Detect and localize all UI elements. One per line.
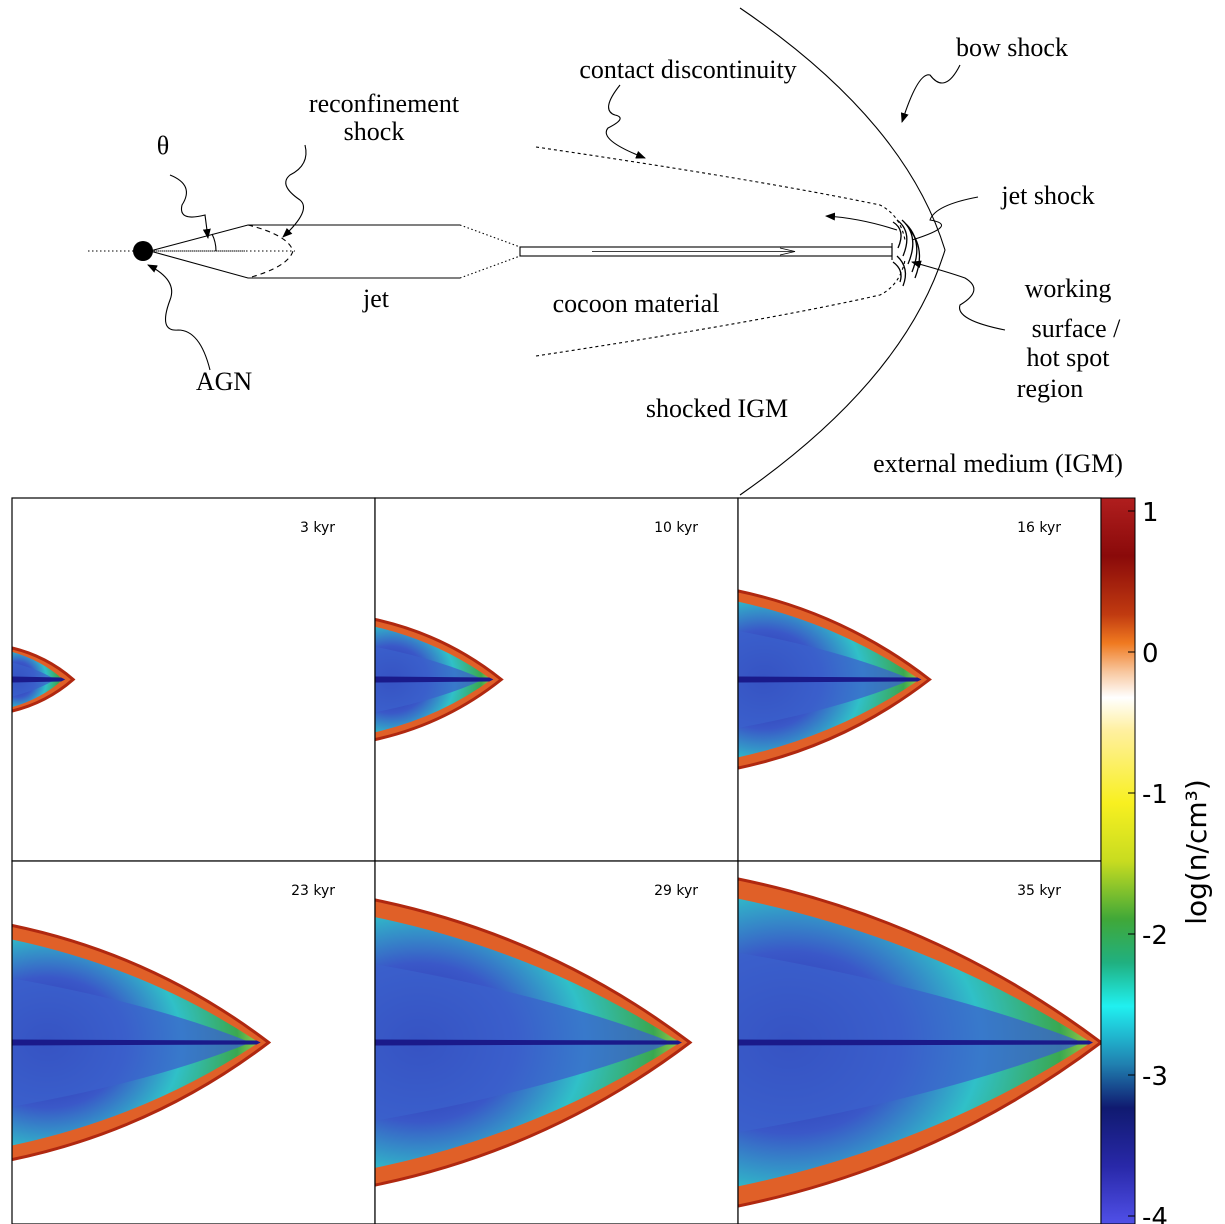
- label-region: region: [1017, 374, 1083, 403]
- working-surface-pointer: [911, 260, 1006, 331]
- jet-spine: [12, 1039, 261, 1046]
- label-contact-discontinuity: contact discontinuity: [579, 55, 796, 84]
- jet-flow-arrowhead: [779, 247, 796, 256]
- label-reconfinement-shock: shock: [344, 117, 405, 146]
- label-external-medium: external medium (IGM): [873, 449, 1123, 478]
- bow-shock-pointer: [900, 64, 961, 123]
- agn-dot: [133, 241, 153, 261]
- reconfinement-pointer: [282, 144, 307, 238]
- colorbar-tick-label: -3: [1142, 1062, 1168, 1092]
- label-agn: AGN: [196, 367, 253, 396]
- label-reconfinement: reconfinement: [309, 89, 460, 118]
- colorbar-gradient: [1100, 497, 1136, 1224]
- jet-spine: [375, 1039, 682, 1046]
- colorbar-tick-label: -2: [1142, 921, 1168, 951]
- backflow-arrow: [825, 212, 898, 231]
- panel-time-label: 3 kyr: [300, 520, 335, 536]
- colorbar-tick-label: -4: [1142, 1203, 1168, 1224]
- colorbar-tick-label: 0: [1142, 639, 1159, 669]
- contact-pointer: [605, 84, 646, 159]
- agn-pointer: [147, 264, 211, 371]
- simulation-panel: 29 kyr: [374, 860, 739, 1224]
- colorbar-tick-label: 1: [1142, 498, 1159, 528]
- panel-time-label: 23 kyr: [291, 883, 335, 899]
- simulation-panels: 3 kyr 10 kyr 16 kyr 23 kyr 29 kyr 35 kyr: [11, 497, 1102, 1224]
- jet-spine: [375, 676, 494, 683]
- simulation-panel: 35 kyr: [737, 860, 1102, 1224]
- label-jet-shock: jet shock: [1000, 181, 1094, 210]
- simulation-panel: 16 kyr: [737, 497, 1102, 862]
- jet-narrowing: [459, 224, 521, 279]
- contact-discontinuity-line: [535, 146, 906, 357]
- panel-time-label: 35 kyr: [1017, 883, 1061, 899]
- label-cocoon-material: cocoon material: [553, 289, 720, 318]
- label-theta: θ: [157, 131, 169, 160]
- label-surface: surface /: [1032, 314, 1122, 343]
- simulation-panel: 23 kyr: [11, 860, 376, 1224]
- jet-schematic: [88, 7, 1006, 496]
- panel-time-label: 10 kyr: [654, 520, 698, 536]
- label-shocked-igm: shocked IGM: [646, 394, 788, 423]
- simulation-panel: 10 kyr: [374, 497, 739, 862]
- jet-spine: [738, 676, 922, 683]
- panel-time-label: 16 kyr: [1017, 520, 1061, 536]
- jet-shock-pointer: [911, 196, 979, 241]
- bow-shock-line: [739, 7, 946, 496]
- schematic-labels: θ reconfinement shock jet AGN contact di…: [157, 33, 1123, 478]
- colorbar-ticks: 1 0 -1 -2 -3 -4: [1128, 498, 1168, 1224]
- label-jet: jet: [362, 284, 390, 313]
- jet-spine: [12, 676, 66, 683]
- label-bow-shock: bow shock: [956, 33, 1068, 62]
- colorbar-tick-label: -1: [1142, 780, 1168, 810]
- simulation-panel: 3 kyr: [11, 497, 376, 862]
- label-working: working: [1025, 274, 1112, 303]
- theta-pointer: [169, 174, 211, 239]
- label-hot-spot: hot spot: [1026, 343, 1110, 372]
- theta-arc: [211, 233, 217, 252]
- jet-spine: [738, 1039, 1093, 1046]
- reconfinement-shock-line: [247, 224, 294, 279]
- panel-time-label: 29 kyr: [654, 883, 698, 899]
- colorbar: 1 0 -1 -2 -3 -4 log(n/cm³): [1100, 497, 1213, 1224]
- colorbar-label: log(n/cm³): [1180, 779, 1213, 925]
